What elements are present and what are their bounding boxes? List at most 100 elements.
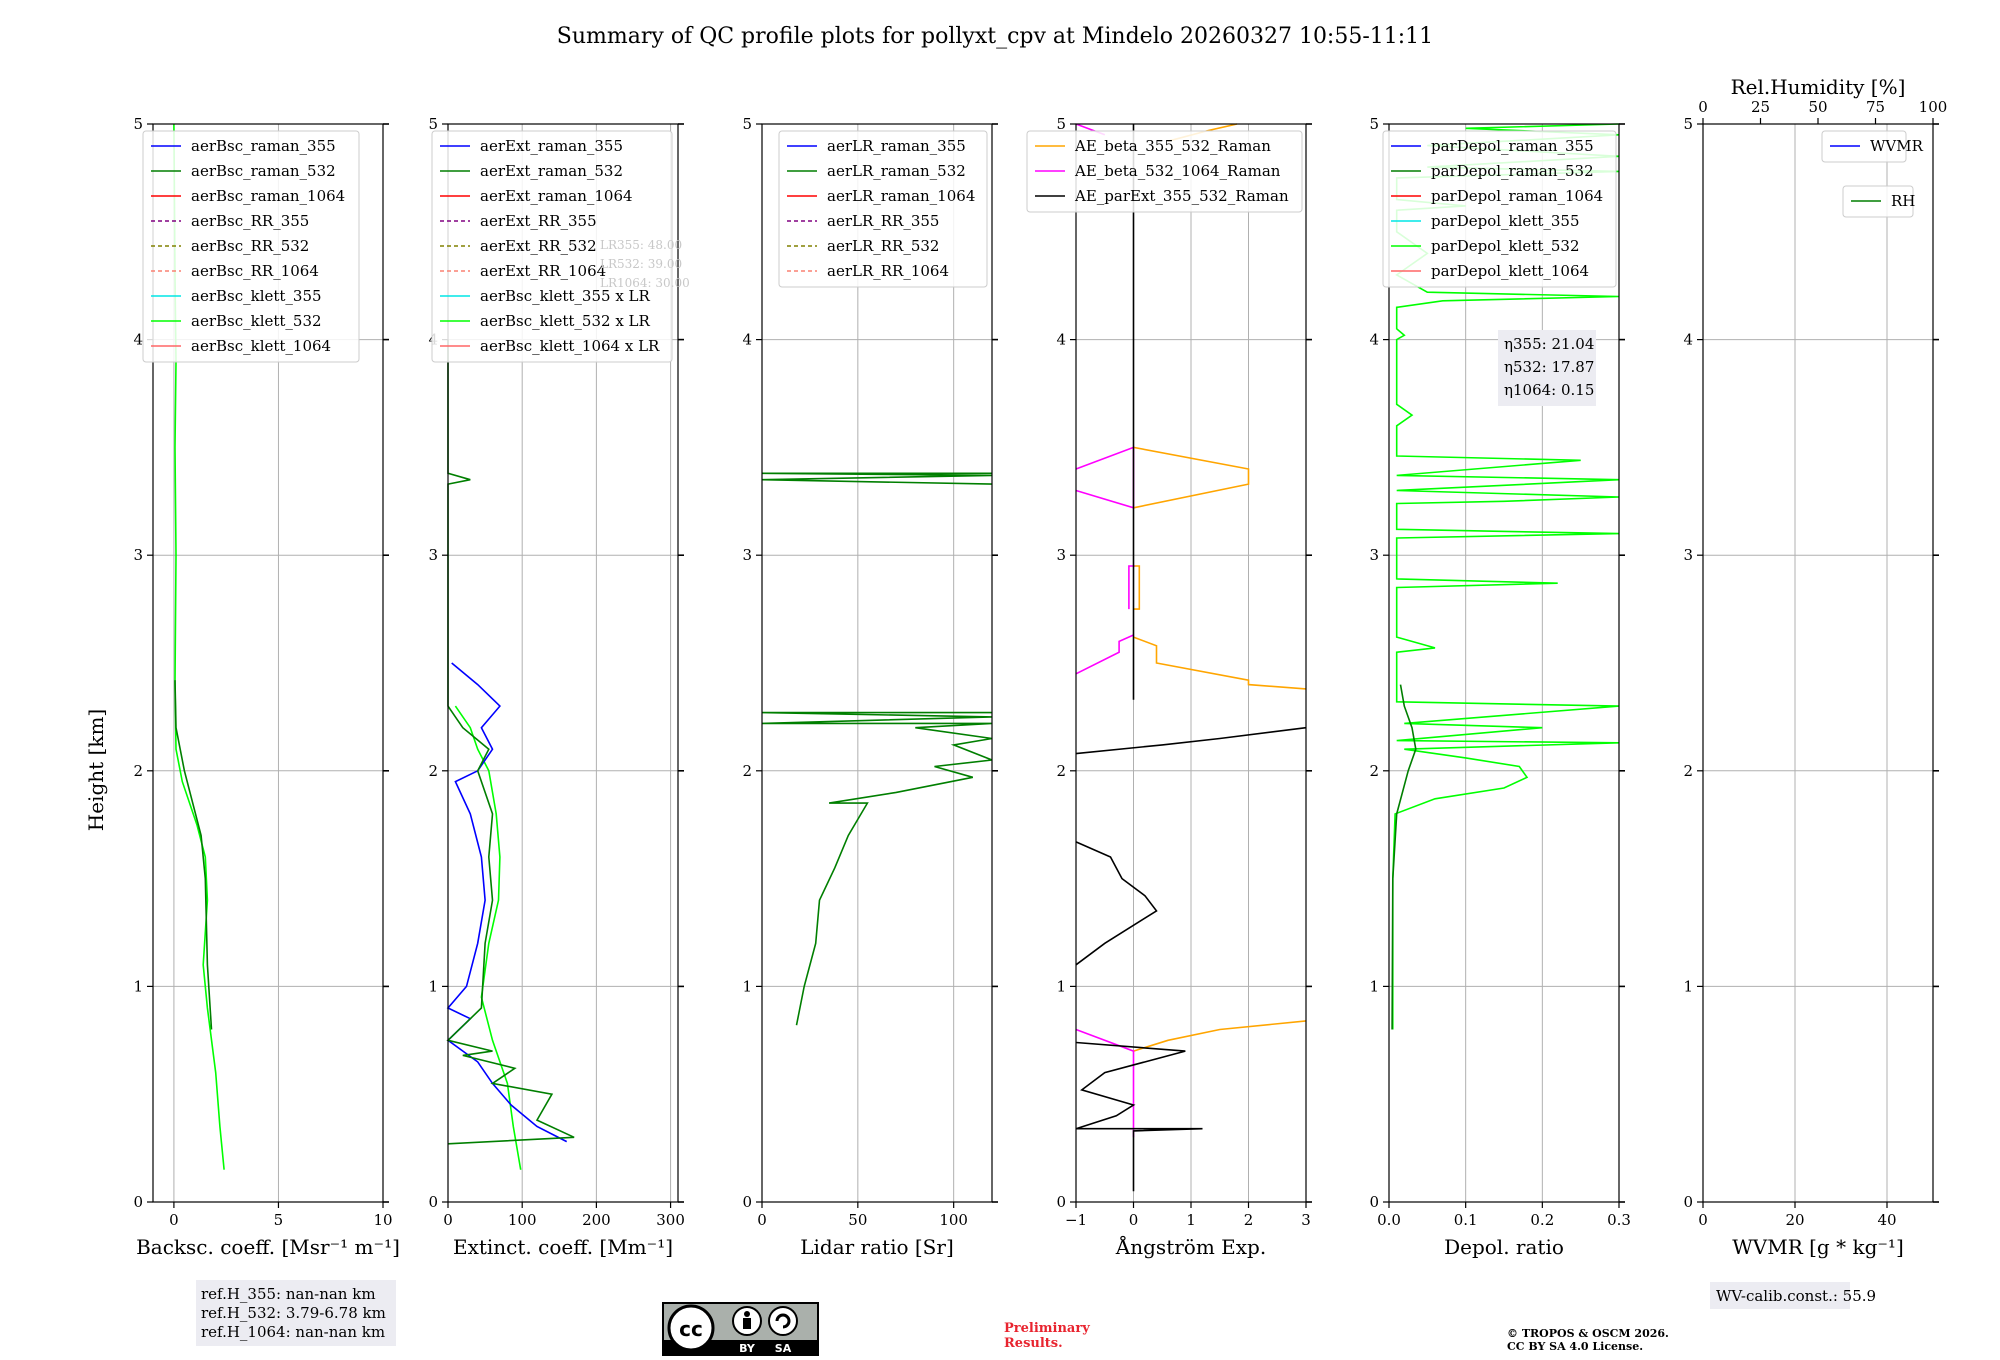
axes-frame: [152, 123, 384, 1203]
legend: aerBsc_raman_355 aerBsc_raman_532 aerBsc_r…: [142, 130, 360, 363]
wv-calib-text: WV-calib.const.: 55.9: [1716, 1287, 1876, 1305]
x-tick-label: 0.2: [1530, 1211, 1554, 1229]
y-tick-label: 0: [742, 1193, 752, 1211]
legend-label: AE_beta_355_532_Raman: [1074, 137, 1271, 155]
y-tick-label: 1: [742, 977, 752, 995]
series-parDepol_raman_532: [1391, 684, 1417, 1030]
x-axis-label: Extinct. coeff. [Mm⁻¹]: [453, 1235, 673, 1259]
y-tick-label: 3: [1369, 546, 1379, 564]
y-tick-label: 5: [428, 115, 438, 133]
y-tick-label: 5: [1369, 115, 1379, 133]
series-AE_parExt_355_532_Raman_mid: [1075, 841, 1158, 966]
legend-label: aerExt_raman_355: [480, 137, 623, 155]
y-tick-label: 1: [1369, 977, 1379, 995]
preliminary-line-1: Preliminary: [1004, 1321, 1090, 1336]
legend-label: aerBsc_klett_1064: [191, 337, 331, 355]
series-AE_beta_532_1064_Raman_mid: [1075, 634, 1134, 675]
legend-box: [1026, 130, 1303, 213]
x-tick-label: 0: [1698, 1211, 1708, 1229]
y-tick-label: 5: [1056, 115, 1066, 133]
x-tick-label: 10: [373, 1211, 392, 1229]
series-aerLR_raman_532_upper: [761, 472, 993, 485]
legend-label: parDepol_raman_355: [1431, 137, 1594, 155]
axes-frame: [1702, 123, 1934, 1203]
legend-label: AE_beta_532_1064_Raman: [1074, 162, 1281, 180]
y-tick-label: 4: [742, 331, 752, 349]
y-tick-label: 5: [1683, 115, 1693, 133]
y-tick-label: 2: [742, 762, 752, 780]
panel-1: 0 5 10 0 1 2 3 4 5 Backsc. coeff. [Msr⁻¹ m⁻¹] aerB…: [133, 115, 399, 1259]
x-tick-label: 0: [169, 1211, 179, 1229]
eta-box: [1498, 330, 1596, 406]
ref-h-355: ref.H_355: nan-nan km: [201, 1285, 376, 1303]
legend-label: parDepol_klett_1064: [1431, 262, 1589, 280]
x-tick-label: 0.0: [1377, 1211, 1401, 1229]
legend-label: aerBsc_raman_355: [191, 137, 336, 155]
x-tick-label: 0.3: [1607, 1211, 1631, 1229]
panel-5: 0.0 0.1 0.2 0.3 0 1 2 3 4 5 Depol. ratio parDepol_r…: [1369, 115, 1630, 1259]
y-tick-label: 3: [742, 546, 752, 564]
axes-frame: [1388, 123, 1620, 1203]
series-AE_parExt_355_532_Raman_upper: [1075, 726, 1307, 755]
y-tick-label: 3: [133, 546, 143, 564]
legend-label: aerBsc_klett_532 x LR: [480, 312, 651, 330]
series-AE_parExt_355_532_Raman_low: [1075, 1041, 1203, 1192]
x-tick-label: 100: [508, 1211, 537, 1229]
y-tick-label: 1: [133, 977, 143, 995]
legend: WVMR: [1821, 130, 1924, 163]
legend-label: AE_parExt_355_532_Raman: [1074, 187, 1289, 205]
x-tick-label: 3: [1301, 1211, 1311, 1229]
top-tick-label: 75: [1866, 98, 1885, 116]
series-group: [761, 472, 993, 1026]
preliminary-line-2: Results.: [1004, 1336, 1063, 1351]
series-AE_beta_355_532_Raman_upper: [1133, 446, 1250, 509]
series-AE_beta_355_532_Raman_box: [1133, 565, 1141, 610]
y-tick-label: 5: [133, 115, 143, 133]
y-tick-label: 0: [428, 1193, 438, 1211]
legend-label: aerBsc_raman_1064: [191, 187, 345, 205]
y-tick-label: 3: [1683, 546, 1693, 564]
y-tick-label: 4: [1056, 331, 1066, 349]
copyright-line-1: © TROPOS & OSCM 2026.: [1507, 1327, 1669, 1340]
series-aerExt_raman_532: [446, 339, 575, 1145]
y-tick-label: 2: [1683, 762, 1693, 780]
x-axis-label: WVMR [g * kg⁻¹]: [1732, 1235, 1904, 1259]
axes-frame: [761, 123, 993, 1203]
legend-label: parDepol_klett_355: [1431, 212, 1580, 230]
legend: aerLR_raman_355 aerLR_raman_532 aerLR_rama…: [778, 130, 988, 288]
series-AE_beta_355_532_Raman_low: [1133, 1020, 1307, 1052]
x-tick-label: 5: [274, 1211, 284, 1229]
legend: RH: [1842, 185, 1915, 218]
legend-label: aerExt_RR_1064: [480, 262, 606, 280]
x-tick-label: 0: [443, 1211, 453, 1229]
x-tick-label: 300: [656, 1211, 685, 1229]
y-tick-label: 3: [428, 546, 438, 564]
series-AE_beta_532_1064_Raman_upper: [1075, 446, 1135, 509]
x-axis-label: Lidar ratio [Sr]: [800, 1235, 954, 1259]
legend-label: aerBsc_klett_532: [191, 312, 322, 330]
ref-h-1064: ref.H_1064: nan-nan km: [201, 1323, 385, 1341]
legend-label: aerBsc_RR_1064: [191, 262, 319, 280]
y-tick-label: 1: [1683, 977, 1693, 995]
series-aerBsc_raman_532: [174, 680, 213, 1030]
legend-label: aerBsc_RR_355: [191, 212, 309, 230]
y-tick-label: 1: [1056, 977, 1066, 995]
lr-value-text: LR532: 39.00: [600, 257, 682, 271]
x-tick-label: 100: [939, 1211, 968, 1229]
y-tick-label: 5: [742, 115, 752, 133]
legend-label: parDepol_raman_1064: [1431, 187, 1603, 205]
series-AE_beta_355_532_Raman_mid: [1133, 636, 1307, 690]
svg-text:cc: cc: [679, 1317, 703, 1341]
panel-2: 0100200300012345Extinct. coeff. [Mm⁻¹]ae…: [428, 115, 689, 1259]
legend-label: aerExt_raman_532: [480, 162, 623, 180]
legend-label: aerBsc_raman_532: [191, 162, 336, 180]
y-tick-label: 1: [428, 977, 438, 995]
legend: parDepol_raman_355 parDepol_raman_532 parD…: [1382, 130, 1617, 288]
lr-value-text: LR1064: 30.00: [600, 276, 690, 290]
y-tick-label: 4: [1369, 331, 1379, 349]
series-aerExt_raman_355: [446, 662, 568, 1143]
x-axis-label: Ångström Exp.: [1115, 1234, 1266, 1259]
y-axis-label: Height [km]: [84, 709, 108, 831]
ref-h-532: ref.H_532: 3.79-6.78 km: [201, 1304, 386, 1322]
x-tick-label: 200: [582, 1211, 611, 1229]
